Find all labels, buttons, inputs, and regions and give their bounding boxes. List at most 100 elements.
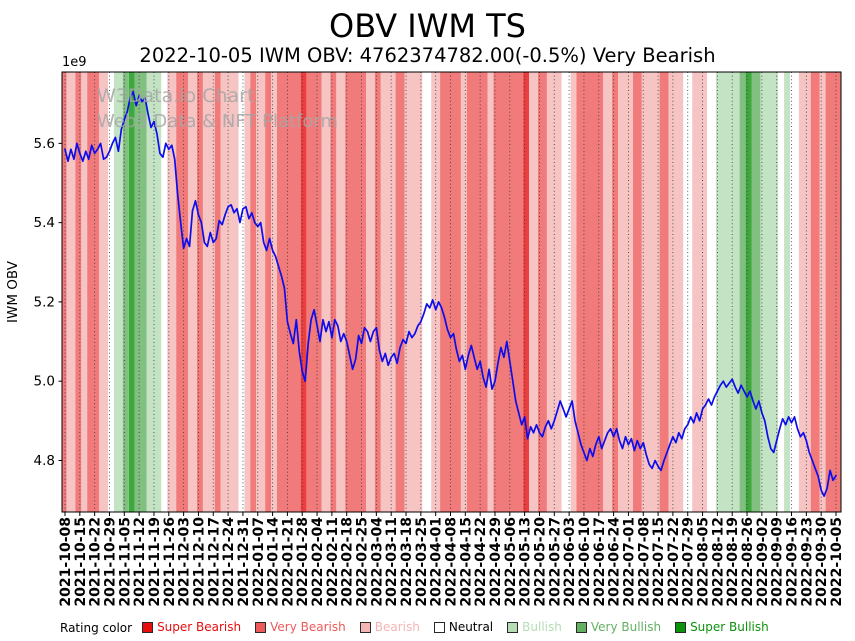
x-tick-label: 2022-06-17 [592, 517, 608, 607]
axes-frame [61, 71, 842, 513]
x-tick-label: 2022-04-22 [473, 517, 489, 607]
rating-band-bearish [167, 72, 177, 512]
rating-band-bearish [529, 72, 538, 512]
legend-item-super-bearish: Super Bearish [142, 620, 241, 634]
rating-band-bearish [220, 72, 239, 512]
rating-band-bearish [256, 72, 266, 512]
rating-band-bearish [641, 72, 660, 512]
rating-band-neutral [238, 72, 245, 512]
rating-band-very-bearish [330, 72, 337, 512]
x-tick-label: 2022-07-22 [666, 517, 682, 607]
rating-band-very-bearish [825, 72, 841, 512]
rating-band-very-bearish [277, 72, 301, 512]
x-tick-label: 2022-10-05 [829, 517, 845, 607]
legend-swatch-super-bearish [142, 621, 154, 633]
legend-label-bullish: Bullish [522, 620, 562, 635]
rating-band-neutral [707, 72, 716, 512]
rating-band-very-bearish [374, 72, 381, 512]
y-tick-label: 5.0 [34, 374, 55, 390]
rating-band-bearish [819, 72, 826, 512]
legend-swatch-very-bullish [575, 621, 587, 633]
rating-band-very-bearish [306, 72, 322, 512]
x-tick-label: 2022-09-30 [814, 517, 830, 607]
rating-band-bearish [798, 72, 811, 512]
rating-band-bullish [784, 72, 790, 512]
rating-band-bullish [113, 72, 123, 512]
rating-band-bearish [404, 72, 423, 512]
rating-band-very-bearish [493, 72, 524, 512]
x-tick-label: 2022-02-11 [325, 517, 341, 607]
legend-swatch-bearish [359, 621, 371, 633]
rating-band-super-bearish [523, 72, 530, 512]
x-tick-label: 2021-10-15 [73, 517, 89, 607]
rating-band-neutral [108, 72, 114, 512]
x-tick-label: 2022-05-13 [518, 517, 534, 607]
legend-swatch-bullish [507, 621, 519, 633]
x-tick-label: 2022-04-29 [488, 517, 504, 607]
rating-band-very-bearish [265, 72, 272, 512]
x-tick-label: 2022-04-08 [444, 517, 460, 607]
rating-band-very-bearish [659, 72, 669, 512]
legend-swatch-neutral [433, 621, 445, 633]
x-tick-label: 2021-12-24 [221, 517, 237, 607]
y-offset-label: 1e9 [62, 55, 87, 70]
rating-band-very-bearish [466, 72, 488, 512]
rating-band-bearish [244, 72, 251, 512]
x-tick-label: 2021-11-26 [162, 517, 178, 607]
rating-band-bearish [692, 72, 707, 512]
x-tick-label: 2021-10-22 [88, 517, 104, 607]
x-tick-label: 2022-07-01 [621, 517, 637, 607]
rating-legend: Rating color Super Bearish Very Bearish Be… [0, 615, 855, 641]
x-tick-label: 2022-02-04 [310, 517, 326, 607]
x-tick-label: 2021-12-17 [206, 517, 222, 607]
legend-items: Super Bearish Very Bearish Bearish Neutral B… [142, 620, 783, 636]
rating-band-very-bearish [214, 72, 221, 512]
rating-band-neutral [161, 72, 168, 512]
legend-label-super-bearish: Super Bearish [157, 620, 242, 635]
rating-band-bearish [603, 72, 613, 512]
legend-item-bearish: Bearish [359, 620, 420, 635]
rating-band-super-bullish [745, 72, 752, 512]
obv-line [64, 90, 837, 497]
rating-band-bullish [760, 72, 779, 512]
rating-band-bearish [668, 72, 684, 512]
rating-band-bearish [271, 72, 277, 512]
x-tick-label: 2022-08-05 [696, 517, 712, 607]
legend-swatch-very-bearish [255, 621, 267, 633]
x-tick-label: 2022-09-09 [770, 517, 786, 607]
x-tick-label: 2022-02-25 [355, 517, 371, 607]
x-tick-label: 2022-06-24 [607, 517, 623, 607]
rating-band-very-bearish [345, 72, 366, 512]
x-tick-label: 2022-05-06 [503, 517, 519, 607]
legend-label-bearish: Bearish [374, 620, 420, 635]
x-tick-label: 2022-01-07 [251, 517, 267, 607]
x-tick-label: 2022-08-19 [725, 517, 741, 607]
rating-band-very-bullish [122, 72, 129, 512]
y-tick-label: 5.6 [34, 136, 55, 152]
x-tick-label: 2022-04-01 [429, 517, 445, 607]
rating-band-bearish [570, 72, 577, 512]
x-tick-label: 2022-02-18 [340, 517, 356, 607]
x-tick-label: 2022-09-02 [755, 517, 771, 607]
x-tick-label: 2022-01-14 [266, 517, 282, 607]
rating-band-very-bullish [739, 72, 746, 512]
rating-band-bearish [99, 72, 108, 512]
x-tick-label: 2021-12-31 [236, 517, 252, 607]
rating-band-neutral [422, 72, 432, 512]
rating-band-bearish [460, 72, 467, 512]
x-tick-label: 2022-07-15 [651, 517, 667, 607]
x-tick-label: 2021-12-10 [191, 517, 207, 607]
legend-item-very-bullish: Very Bullish [575, 620, 661, 634]
rating-band-bearish [81, 72, 88, 512]
x-tick-label: 2022-06-03 [562, 517, 578, 607]
rating-band-bearish [202, 72, 215, 512]
x-tick-label: 2021-11-05 [117, 517, 133, 607]
rating-band-neutral [561, 72, 571, 512]
rating-band-very-bearish [612, 72, 618, 512]
rating-band-very-bearish [538, 72, 547, 512]
rating-band-very-bearish [632, 72, 642, 512]
rating-band-bearish [618, 72, 633, 512]
x-tick-label: 2021-11-19 [147, 517, 163, 607]
x-tick-label: 2022-04-15 [458, 517, 474, 607]
